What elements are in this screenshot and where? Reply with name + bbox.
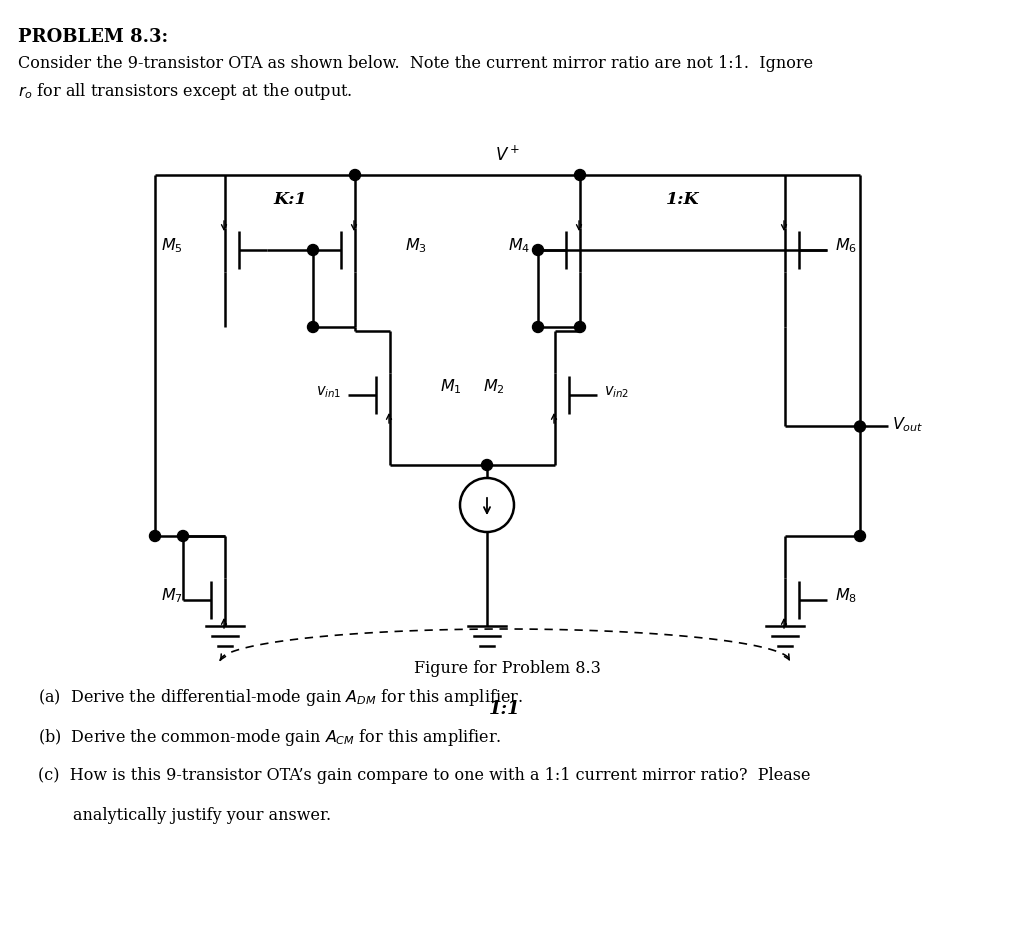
Text: Figure for Problem 8.3: Figure for Problem 8.3 [414, 660, 601, 677]
Text: $r_o$ for all transistors except at the output.: $r_o$ for all transistors except at the … [18, 81, 352, 102]
Text: 1:K: 1:K [666, 191, 699, 208]
Text: (c)  How is this 9-transistor OTA’s gain compare to one with a 1:1 current mirro: (c) How is this 9-transistor OTA’s gain … [38, 767, 811, 784]
Circle shape [854, 531, 865, 541]
Text: $M_3$: $M_3$ [406, 237, 427, 255]
Text: $v_{in1}$: $v_{in1}$ [315, 384, 341, 400]
Circle shape [532, 244, 544, 255]
Circle shape [532, 322, 544, 332]
Circle shape [574, 169, 586, 180]
Text: PROBLEM 8.3:: PROBLEM 8.3: [18, 28, 168, 46]
Text: $v_{in2}$: $v_{in2}$ [604, 384, 630, 400]
Text: $V^+$: $V^+$ [495, 146, 520, 165]
Text: Consider the 9-transistor OTA as shown below.  Note the current mirror ratio are: Consider the 9-transistor OTA as shown b… [18, 55, 813, 72]
Text: 1:1: 1:1 [489, 700, 521, 718]
Text: $M_5$: $M_5$ [161, 237, 183, 255]
Circle shape [481, 460, 493, 471]
Text: K:1: K:1 [273, 191, 307, 208]
Text: $M_1$: $M_1$ [440, 377, 462, 396]
Text: (a)  Derive the differential-mode gain $A_{DM}$ for this amplifier.: (a) Derive the differential-mode gain $A… [38, 687, 523, 708]
Text: $M_2$: $M_2$ [483, 377, 505, 396]
Text: (b)  Derive the common-mode gain $A_{CM}$ for this amplifier.: (b) Derive the common-mode gain $A_{CM}$… [38, 727, 502, 748]
Circle shape [349, 169, 360, 180]
Text: analytically justify your answer.: analytically justify your answer. [73, 807, 331, 824]
Circle shape [307, 244, 318, 255]
Text: $M_4$: $M_4$ [508, 237, 530, 255]
Circle shape [574, 322, 586, 332]
Circle shape [150, 531, 161, 541]
Text: $V_{out}$: $V_{out}$ [892, 415, 924, 434]
Text: $M_6$: $M_6$ [835, 237, 857, 255]
Circle shape [177, 531, 188, 541]
Circle shape [307, 322, 318, 332]
Text: $M_8$: $M_8$ [835, 586, 857, 605]
Circle shape [854, 421, 865, 432]
Text: $M_7$: $M_7$ [161, 586, 183, 605]
